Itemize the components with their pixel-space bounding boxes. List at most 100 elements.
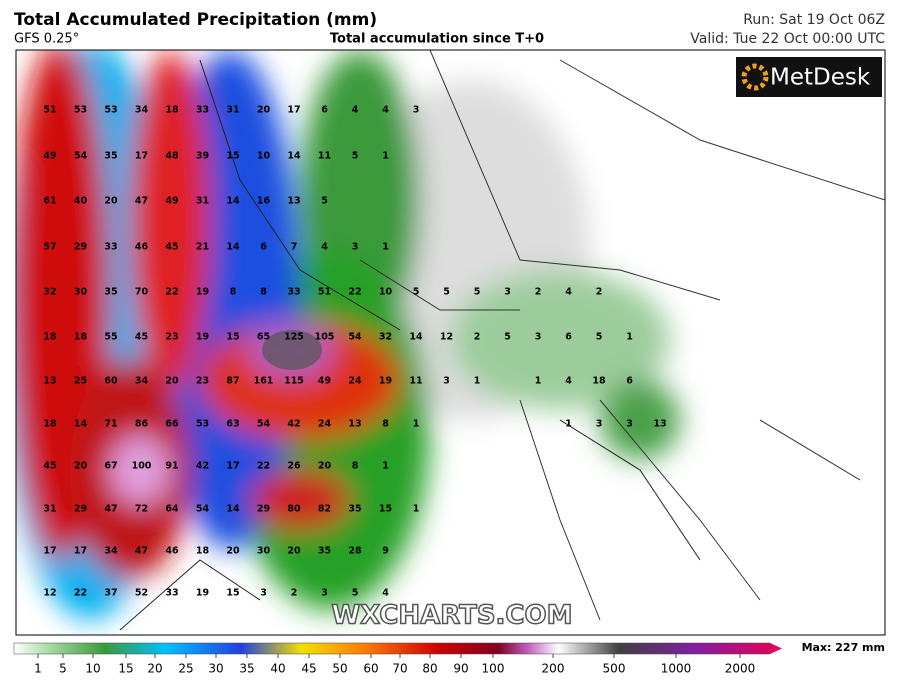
legend-label: 50: [332, 662, 347, 676]
map-value: 8: [382, 419, 389, 430]
map-value: 17: [135, 151, 148, 162]
map-value: 33: [287, 287, 300, 298]
title: Total Accumulated Precipitation (mm): [14, 10, 377, 30]
legend-label: 2000: [725, 662, 756, 676]
map-value: 17: [287, 105, 300, 116]
map-value: 15: [379, 504, 392, 515]
legend-label: 500: [603, 662, 626, 676]
map-value: 65: [257, 332, 270, 343]
legend-label: 35: [239, 662, 254, 676]
map-value: 47: [135, 196, 148, 207]
map-value: 19: [196, 287, 209, 298]
map-value: 53: [74, 105, 87, 116]
map-value: 2: [596, 287, 603, 298]
legend-label: 1: [34, 662, 42, 676]
map-value: 1: [626, 332, 633, 343]
map-value: 24: [318, 419, 332, 430]
map-value: 30: [74, 287, 88, 298]
map-value: 72: [135, 504, 148, 515]
map-value: 3: [321, 588, 328, 599]
map-value: 22: [348, 287, 361, 298]
map-value: 105: [315, 332, 335, 343]
map-value: 4: [352, 105, 359, 116]
map-value: 125: [284, 332, 304, 343]
map-value: 1: [535, 376, 542, 387]
map-value: 3: [504, 287, 511, 298]
map-value: 21: [196, 242, 209, 253]
legend-label: 70: [392, 662, 407, 676]
map-value: 11: [318, 151, 331, 162]
legend-label: 1000: [661, 662, 692, 676]
map-value: 4: [382, 105, 389, 116]
legend-label: 90: [453, 662, 468, 676]
map-value: 4: [565, 376, 572, 387]
legend-label: 60: [363, 662, 378, 676]
map-value: 32: [43, 287, 56, 298]
map-value: 18: [74, 332, 88, 343]
map-value: 20: [287, 546, 301, 557]
map-value: 67: [104, 461, 117, 472]
map-value: 5: [352, 151, 359, 162]
map-value: 34: [135, 105, 149, 116]
map-values: 51 53 53 34 18 33 31 20 17 6 4 4 349 54 35 17 48 39 15 10 14…: [43, 105, 666, 599]
map-value: 1: [413, 419, 420, 430]
map-value: 29: [257, 504, 270, 515]
map-value: 37: [104, 588, 117, 599]
map-value: 17: [74, 546, 87, 557]
map-value: 23: [165, 332, 178, 343]
map-value: 91: [165, 461, 178, 472]
map-value: 29: [74, 504, 87, 515]
map-value: 8: [230, 287, 237, 298]
map-value: 6: [626, 376, 633, 387]
map-value: 22: [74, 588, 87, 599]
map-value: 64: [165, 504, 179, 515]
legend-label: 80: [422, 662, 437, 676]
map-value: 20: [74, 461, 88, 472]
map-value: 15: [226, 588, 239, 599]
map-value: 5: [443, 287, 450, 298]
map-value: 66: [165, 419, 179, 430]
legend-label: 15: [118, 662, 133, 676]
map-value: 18: [592, 376, 606, 387]
map-value: 54: [196, 504, 210, 515]
map-value: 10: [257, 151, 271, 162]
map-value: 55: [104, 332, 117, 343]
map-value: 31: [226, 105, 239, 116]
map-value: 9: [382, 546, 389, 557]
map-value: 2: [291, 588, 298, 599]
map-value: 71: [104, 419, 117, 430]
map-value: 49: [165, 196, 178, 207]
map-value: 28: [348, 546, 362, 557]
map-value: 7: [291, 242, 298, 253]
map-value: 14: [409, 332, 423, 343]
map-frame: [15, 49, 886, 636]
map-value: 46: [135, 242, 149, 253]
map-value: 8: [260, 287, 267, 298]
map-value: 161: [254, 376, 274, 387]
map-value: 5: [413, 287, 420, 298]
map-value: 19: [196, 588, 209, 599]
map-value: 46: [165, 546, 179, 557]
map-value: 49: [43, 151, 56, 162]
max-label: Max: 227 mm: [802, 641, 885, 654]
map-value: 82: [318, 504, 331, 515]
map: [16, 50, 885, 635]
map-value: 4: [382, 588, 389, 599]
logo-icon: [741, 63, 769, 91]
map-value: 22: [165, 287, 178, 298]
map-value: 4: [565, 287, 572, 298]
map-value: 63: [226, 419, 239, 430]
map-value: 35: [104, 151, 117, 162]
legend-label: 30: [208, 662, 223, 676]
map-value: 3: [596, 419, 603, 430]
subtitle: Total accumulation since T+0: [330, 32, 544, 47]
map-value: 49: [318, 376, 331, 387]
map-value: 35: [348, 504, 361, 515]
map-value: 51: [318, 287, 331, 298]
map-value: 1: [382, 151, 389, 162]
map-value: 5: [474, 287, 481, 298]
map-value: 54: [74, 151, 88, 162]
map-value: 33: [196, 105, 209, 116]
map-value: 11: [409, 376, 422, 387]
map-value: 40: [74, 196, 88, 207]
